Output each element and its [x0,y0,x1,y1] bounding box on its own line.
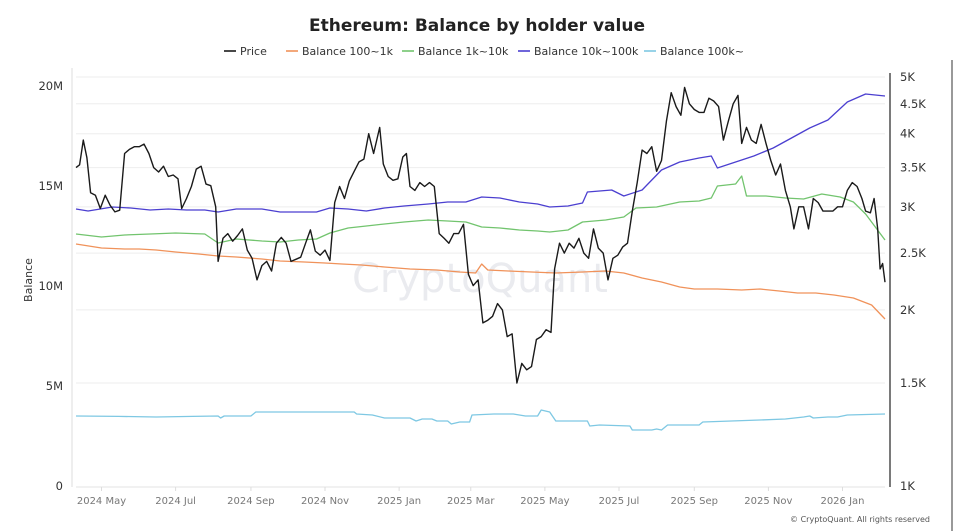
axes: 0 5M 10M 15M 20M 1K 1.5K 2K 2.5K 3K 3.5K 4K 4.5K 5K 20… [38,60,953,531]
y-right-tick-label: 3.5K [900,161,926,175]
x-tick-label: 2025 May [520,496,569,507]
series-line-balance-10k-100k [75,93,886,213]
x-tick-label: 2025 Sep [671,496,718,507]
y-right-tick-label: 4.5K [900,97,926,111]
y-right-tick-label: 1.5K [900,376,926,390]
x-tick-label: 2024 Jul [155,496,196,507]
legend-label-3: Balance 10k~100k [534,45,639,58]
y-axis-label: Balance [22,258,35,302]
legend-label-2: Balance 1k~10k [418,45,509,58]
series-lines [75,86,886,431]
y-left-tick-label: 5M [46,379,63,393]
x-tick-label: 2025 Mar [447,496,495,507]
series-line-price [75,86,886,384]
y-left-tick-label: 20M [38,79,63,93]
series-line-balance-100k- [75,409,886,431]
y-left-tick-label: 10M [38,279,63,293]
y-left-tick-label: 0 [56,479,63,493]
chart-title: Ethereum: Balance by holder value [309,16,645,36]
legend-label-1: Balance 100~1k [302,45,394,58]
x-tick-label: 2025 Jul [599,496,640,507]
y-right-tick-label: 4K [900,127,915,141]
x-tick-label: 2025 Nov [744,496,792,507]
series-line-balance-100-1k [75,243,886,320]
y-right-tick-label: 2.5K [900,246,926,260]
y-right-tick-label: 3K [900,200,915,214]
x-tick-label: 2024 May [77,496,126,507]
x-tick-label: 2024 Sep [227,496,274,507]
y-left-tick-label: 15M [38,179,63,193]
x-tick-label: 2026 Jan [820,496,864,507]
y-right-tick-label: 2K [900,303,915,317]
series-line-balance-1k-10k [75,175,886,244]
x-tick-label: 2024 Nov [301,496,349,507]
legend-label-4: Balance 100k~ [660,45,744,58]
y-right-tick-label: 5K [900,70,915,84]
legend-label-0: Price [240,45,267,58]
gridlines [76,76,885,384]
y-right-tick-label: 1K [900,479,915,493]
legend: Price Balance 100~1k Balance 1k~10k Balance… [224,45,744,58]
x-tick-label: 2025 Jan [377,496,421,507]
copyright-notice: © CryptoQuant. All rights reserved [790,515,930,524]
